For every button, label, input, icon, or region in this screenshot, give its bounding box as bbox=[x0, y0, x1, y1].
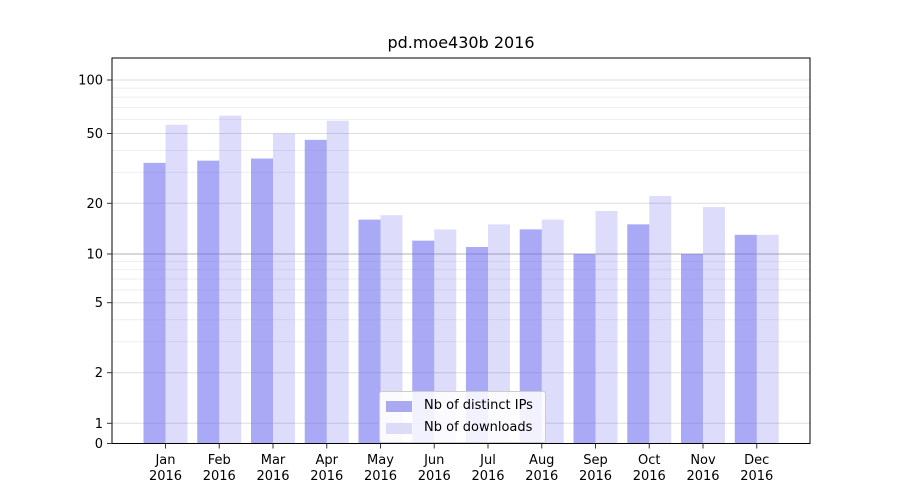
x-tick-label-month: Nov bbox=[690, 453, 716, 468]
y-tick-label: 10 bbox=[86, 248, 103, 263]
legend-label-distinct-ips: Nb of distinct IPs bbox=[424, 398, 533, 413]
bar-nov-downloads bbox=[703, 207, 725, 444]
bar-dec-distinct-ips bbox=[734, 234, 757, 444]
x-tick-label-month: Jul bbox=[479, 453, 496, 468]
legend-item-downloads: Nb of downloads bbox=[386, 419, 533, 437]
y-tick-label: 2 bbox=[95, 366, 103, 381]
plot-border bbox=[111, 57, 811, 444]
legend-label-downloads: Nb of downloads bbox=[424, 420, 533, 435]
bar-dec-downloads bbox=[756, 234, 779, 444]
x-tick-label-year: 2016 bbox=[471, 469, 504, 484]
bar-sep-distinct-ips bbox=[573, 254, 596, 444]
x-tick-label-year: 2016 bbox=[364, 469, 397, 484]
x-tick-label-month: Oct bbox=[638, 453, 660, 468]
x-tick-label-year: 2016 bbox=[418, 469, 451, 484]
legend: Nb of distinct IPs Nb of downloads bbox=[379, 391, 546, 443]
y-tick-label: 1 bbox=[95, 417, 103, 432]
bar-oct-downloads bbox=[649, 196, 672, 444]
bar-mar-downloads bbox=[273, 133, 295, 444]
bar-mar-distinct-ips bbox=[251, 158, 273, 444]
x-tick-label-year: 2016 bbox=[740, 469, 773, 484]
x-tick-label-month: Mar bbox=[261, 453, 286, 468]
x-tick-label-month: Apr bbox=[316, 453, 339, 468]
x-tick-label-month: Sep bbox=[583, 453, 608, 468]
y-tick-label: 50 bbox=[86, 127, 103, 142]
chart-title: pd.moe430b 2016 bbox=[387, 33, 535, 52]
bar-apr-distinct-ips bbox=[304, 139, 327, 444]
legend-swatch-distinct-ips bbox=[386, 400, 412, 412]
bar-sep-downloads bbox=[595, 211, 618, 444]
x-tick-label-year: 2016 bbox=[203, 469, 236, 484]
bar-jul-downloads bbox=[488, 224, 510, 444]
bar-oct-distinct-ips bbox=[627, 224, 650, 444]
bar-may-downloads bbox=[380, 215, 403, 444]
x-tick-label-year: 2016 bbox=[579, 469, 612, 484]
bar-feb-downloads bbox=[219, 115, 242, 444]
bar-aug-downloads bbox=[541, 219, 564, 444]
bar-jan-distinct-ips bbox=[143, 162, 166, 444]
x-tick-label-year: 2016 bbox=[310, 469, 343, 484]
x-tick-label-month: Jun bbox=[423, 453, 444, 468]
bar-nov-distinct-ips bbox=[681, 254, 703, 444]
legend-swatch-downloads bbox=[386, 422, 412, 434]
legend-item-distinct-ips: Nb of distinct IPs bbox=[386, 397, 533, 415]
bar-apr-downloads bbox=[326, 120, 349, 444]
y-tick-label: 0 bbox=[95, 437, 103, 452]
x-tick-label-month: Feb bbox=[208, 453, 231, 468]
bar-jun-downloads bbox=[434, 229, 457, 444]
bar-jan-downloads bbox=[165, 124, 188, 444]
bar-aug-distinct-ips bbox=[519, 229, 542, 444]
y-tick-label: 100 bbox=[78, 74, 103, 89]
x-tick-label-year: 2016 bbox=[633, 469, 666, 484]
y-tick-label: 5 bbox=[95, 296, 103, 311]
x-tick-label-year: 2016 bbox=[149, 469, 182, 484]
x-tick-label-month: Aug bbox=[529, 453, 554, 468]
y-tick-label: 20 bbox=[86, 197, 103, 212]
x-tick-label-month: Jan bbox=[154, 453, 175, 468]
x-tick-label-month: May bbox=[367, 453, 394, 468]
x-tick-label-year: 2016 bbox=[686, 469, 719, 484]
x-tick-label-year: 2016 bbox=[256, 469, 289, 484]
bar-may-distinct-ips bbox=[358, 219, 381, 444]
x-tick-label-month: Dec bbox=[744, 453, 769, 468]
bar-feb-distinct-ips bbox=[197, 160, 220, 444]
x-tick-label-year: 2016 bbox=[525, 469, 558, 484]
